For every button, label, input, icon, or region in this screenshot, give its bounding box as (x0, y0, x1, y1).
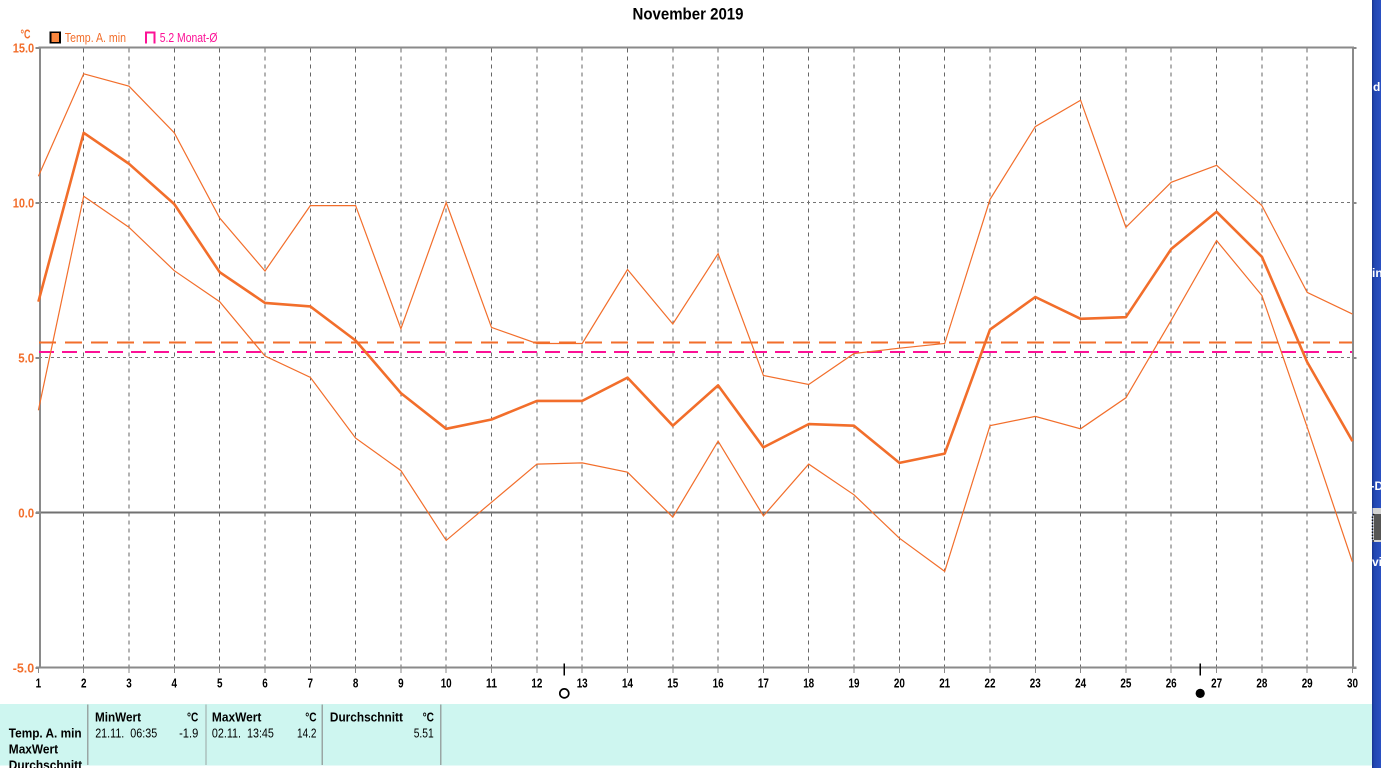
svg-text:15.0: 15.0 (13, 41, 35, 56)
svg-text:-1.9: -1.9 (179, 726, 198, 741)
svg-text:14.2: 14.2 (297, 726, 317, 741)
svg-text:23: 23 (1030, 675, 1041, 690)
svg-text:7: 7 (308, 675, 314, 690)
svg-text:14: 14 (622, 675, 634, 690)
svg-text:10: 10 (441, 675, 452, 690)
svg-text:17: 17 (758, 675, 769, 690)
svg-text:9: 9 (398, 675, 404, 690)
svg-text:12: 12 (531, 675, 542, 690)
svg-text:28: 28 (1256, 675, 1267, 690)
svg-text:26: 26 (1166, 675, 1177, 690)
svg-text:5.51: 5.51 (414, 726, 434, 741)
svg-text:18: 18 (803, 675, 814, 690)
svg-text:19: 19 (849, 675, 860, 690)
svg-text:29: 29 (1302, 675, 1313, 690)
svg-text:Temp. A. min: Temp. A. min (9, 726, 82, 741)
svg-text:24: 24 (1075, 675, 1087, 690)
svg-text:13: 13 (577, 675, 588, 690)
svg-text:°C: °C (21, 26, 31, 41)
svg-text:°C: °C (305, 710, 317, 725)
svg-text:10.0: 10.0 (13, 196, 35, 211)
svg-text:1: 1 (36, 675, 42, 690)
svg-text:Durchschnitt: Durchschnitt (9, 758, 83, 768)
svg-text:Durchschnitt: Durchschnitt (330, 710, 404, 725)
svg-text:-5.0: -5.0 (13, 661, 35, 676)
svg-text:-D: -D (1371, 479, 1381, 493)
svg-text:5.0: 5.0 (18, 351, 34, 366)
svg-text:21.11. 06:35: 21.11. 06:35 (95, 726, 157, 741)
svg-text:MaxWert: MaxWert (9, 742, 59, 757)
svg-text:November 2019: November 2019 (633, 6, 744, 24)
svg-text:5: 5 (217, 675, 223, 690)
svg-text:20: 20 (894, 675, 905, 690)
svg-text:MinWert: MinWert (95, 710, 142, 725)
svg-text:27: 27 (1211, 675, 1222, 690)
svg-text:vi: vi (1372, 555, 1381, 569)
svg-text:3: 3 (126, 675, 132, 690)
svg-text:11: 11 (486, 675, 497, 690)
svg-text:°C: °C (423, 710, 435, 725)
svg-text:22: 22 (985, 675, 996, 690)
svg-text:25: 25 (1120, 675, 1131, 690)
svg-text:21: 21 (939, 675, 950, 690)
svg-text:MaxWert: MaxWert (212, 710, 262, 725)
svg-text:2: 2 (81, 675, 87, 690)
svg-text:5.2 Monat-Ø: 5.2 Monat-Ø (160, 30, 218, 45)
svg-text:15: 15 (667, 675, 678, 690)
svg-text:Temp. A. min: Temp. A. min (65, 30, 126, 45)
svg-text:02.11. 13:45: 02.11. 13:45 (212, 726, 274, 741)
svg-text:4: 4 (172, 675, 178, 690)
svg-text:30: 30 (1347, 675, 1358, 690)
svg-text:°C: °C (187, 710, 199, 725)
svg-text:in: in (1372, 266, 1381, 280)
svg-text:16: 16 (713, 675, 724, 690)
svg-text:8: 8 (353, 675, 359, 690)
svg-text:d: d (1373, 80, 1380, 94)
svg-text:6: 6 (262, 675, 268, 690)
svg-text:0.0: 0.0 (18, 506, 34, 521)
